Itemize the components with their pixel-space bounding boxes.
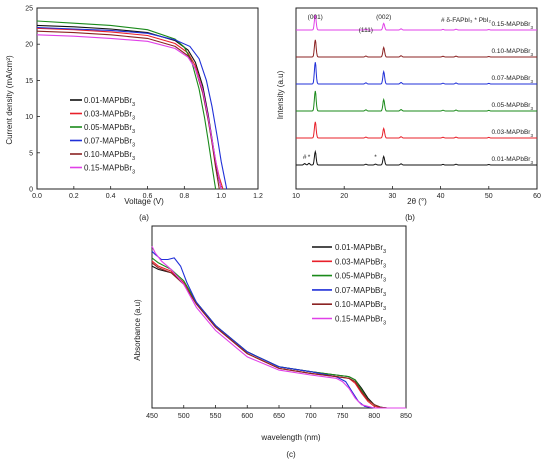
panel-a-xtick-label: 0.2 bbox=[69, 193, 79, 200]
panel-b-xtick-label: 10 bbox=[292, 193, 300, 200]
panel-c-plot-area: 450 500 550 600 650 700 750 800 850 0.01-MAPbBr3 0… bbox=[146, 225, 412, 420]
panel-a-xtick-label: 0.6 bbox=[143, 193, 153, 200]
panel-b-series-trace bbox=[296, 62, 537, 85]
panel-c-series-line bbox=[151, 262, 406, 409]
panel-a-ytick-label: 5 bbox=[29, 150, 33, 157]
panel-b-frame bbox=[295, 7, 538, 190]
panel-c-label: (c) bbox=[286, 450, 296, 459]
panel-b-xrd: 10 20 30 40 50 60 0.01-MAPbBr3 0.03-MAPbBr3 0.05… bbox=[276, 7, 541, 222]
panel-b-peak-label: (111) bbox=[359, 27, 373, 34]
panel-b-series-trace bbox=[296, 39, 537, 58]
panel-a-series-line bbox=[36, 26, 228, 190]
panel-b-label: (b) bbox=[405, 213, 415, 222]
panel-c-xtick-label: 450 bbox=[146, 413, 158, 420]
panel-c-xtick-label: 650 bbox=[273, 413, 285, 420]
panel-c-xtick-label: 550 bbox=[210, 413, 222, 420]
panel-b-xtick-label: 40 bbox=[437, 193, 445, 200]
panel-a-legend-label: 0.03-MAPbBr3 bbox=[84, 110, 135, 122]
panel-c-xtick-label: 500 bbox=[178, 413, 190, 420]
panel-a-series-line bbox=[36, 20, 217, 190]
panel-c-legend-label: 0.10-MAPbBr3 bbox=[335, 300, 386, 312]
panel-c-legend-label: 0.15-MAPbBr3 bbox=[335, 315, 386, 327]
panel-b-series-label: 0.15-MAPbBr3 bbox=[491, 21, 533, 30]
panel-b-xtick-label: 50 bbox=[485, 193, 493, 200]
panel-b-xtick-label: 60 bbox=[533, 193, 541, 200]
panel-a-xtick-label: 1.2 bbox=[253, 193, 263, 200]
panel-b-series-label: 0.07-MAPbBr3 bbox=[491, 75, 533, 84]
panel-c-series-line bbox=[151, 246, 406, 409]
panel-a-legend-label: 0.10-MAPbBr3 bbox=[84, 150, 135, 162]
panel-b-peak-label: (001) bbox=[308, 14, 323, 21]
panel-a-xlabel: Voltage (V) bbox=[124, 197, 164, 206]
panel-a-ytick-label: 0 bbox=[29, 187, 33, 194]
panel-b-series-trace bbox=[296, 121, 537, 139]
panel-a-legend-label: 0.01-MAPbBr3 bbox=[84, 96, 135, 108]
panel-b-series-label: 0.01-MAPbBr3 bbox=[491, 156, 533, 165]
panel-c-legend-label: 0.05-MAPbBr3 bbox=[335, 272, 386, 284]
panel-a-legend-label: 0.15-MAPbBr3 bbox=[84, 164, 135, 176]
panel-a-plot-area: 0.0 0.2 0.4 0.6 0.8 1.0 1.2 0 5 10 15 20 25 0.01-MAPb… bbox=[25, 6, 263, 201]
panel-b-xtick-label: 30 bbox=[389, 193, 397, 200]
panel-b-series-label: 0.03-MAPbBr3 bbox=[491, 129, 533, 138]
panel-b-ylabel: Intensity (a.u) bbox=[276, 70, 285, 119]
panel-c-series-line bbox=[151, 260, 406, 409]
panel-c-absorbance: 450 500 550 600 650 700 750 800 850 0.01-MAPbBr3 0… bbox=[133, 225, 412, 459]
panel-c-xtick-label: 850 bbox=[400, 413, 412, 420]
panel-b-impurity-marker: * bbox=[308, 154, 311, 161]
panel-c-ylabel: Absorbance (a.u) bbox=[133, 299, 142, 361]
panel-c-xtick-label: 600 bbox=[241, 413, 253, 420]
panel-b-series-trace bbox=[296, 90, 537, 112]
panel-a-label: (a) bbox=[139, 213, 149, 222]
panel-c-legend-label: 0.01-MAPbBr3 bbox=[335, 243, 386, 255]
panel-b-plot-area: 10 20 30 40 50 60 0.01-MAPbBr3 0.03-MAPbBr3 0.05… bbox=[292, 7, 541, 200]
panel-a-legend-label: 0.07-MAPbBr3 bbox=[84, 137, 135, 149]
panel-b-legend-text: # δ-FAPbI₃ * PbI₂ bbox=[441, 17, 491, 24]
panel-b-series-trace bbox=[296, 14, 537, 31]
panel-a-ytick-label: 20 bbox=[25, 42, 33, 49]
panel-c-xtick-label: 800 bbox=[368, 413, 380, 420]
panel-b-impurity-marker: # bbox=[303, 154, 307, 161]
panel-a-xtick-label: 1.0 bbox=[216, 193, 226, 200]
panel-c-legend-label: 0.03-MAPbBr3 bbox=[335, 257, 386, 269]
panel-a-ytick-label: 15 bbox=[25, 78, 33, 85]
panel-a-ytick-label: 10 bbox=[25, 114, 33, 121]
panel-b-xtick-label: 20 bbox=[340, 193, 348, 200]
panel-a-series-line bbox=[36, 34, 222, 190]
panel-c-legend-label: 0.07-MAPbBr3 bbox=[335, 286, 386, 298]
panel-a-xtick-label: 0.8 bbox=[179, 193, 189, 200]
panel-b-series-label: 0.05-MAPbBr3 bbox=[491, 102, 533, 111]
panel-a-jv-curves: 0.0 0.2 0.4 0.6 0.8 1.0 1.2 0 5 10 15 20 25 0.01-MAPb… bbox=[5, 6, 263, 223]
panel-b-impurity-marker: * bbox=[374, 154, 377, 161]
panel-a-ytick-label: 25 bbox=[25, 6, 33, 13]
panel-b-xlabel: 2θ (°) bbox=[407, 197, 427, 206]
panel-c-xtick-label: 700 bbox=[305, 413, 317, 420]
panel-a-ylabel: Current density (mA/cm²) bbox=[5, 55, 14, 145]
panel-a-xtick-label: 0.4 bbox=[106, 193, 116, 200]
panel-c-xlabel: wavelength (nm) bbox=[260, 433, 320, 442]
panel-b-series-trace bbox=[296, 149, 537, 166]
panel-b-peak-label: (002) bbox=[376, 14, 391, 21]
panel-c-xtick-label: 750 bbox=[337, 413, 349, 420]
panel-a-xtick-label: 0.0 bbox=[32, 193, 42, 200]
panel-b-series-label: 0.10-MAPbBr3 bbox=[491, 48, 533, 57]
panel-a-legend-label: 0.05-MAPbBr3 bbox=[84, 123, 135, 135]
